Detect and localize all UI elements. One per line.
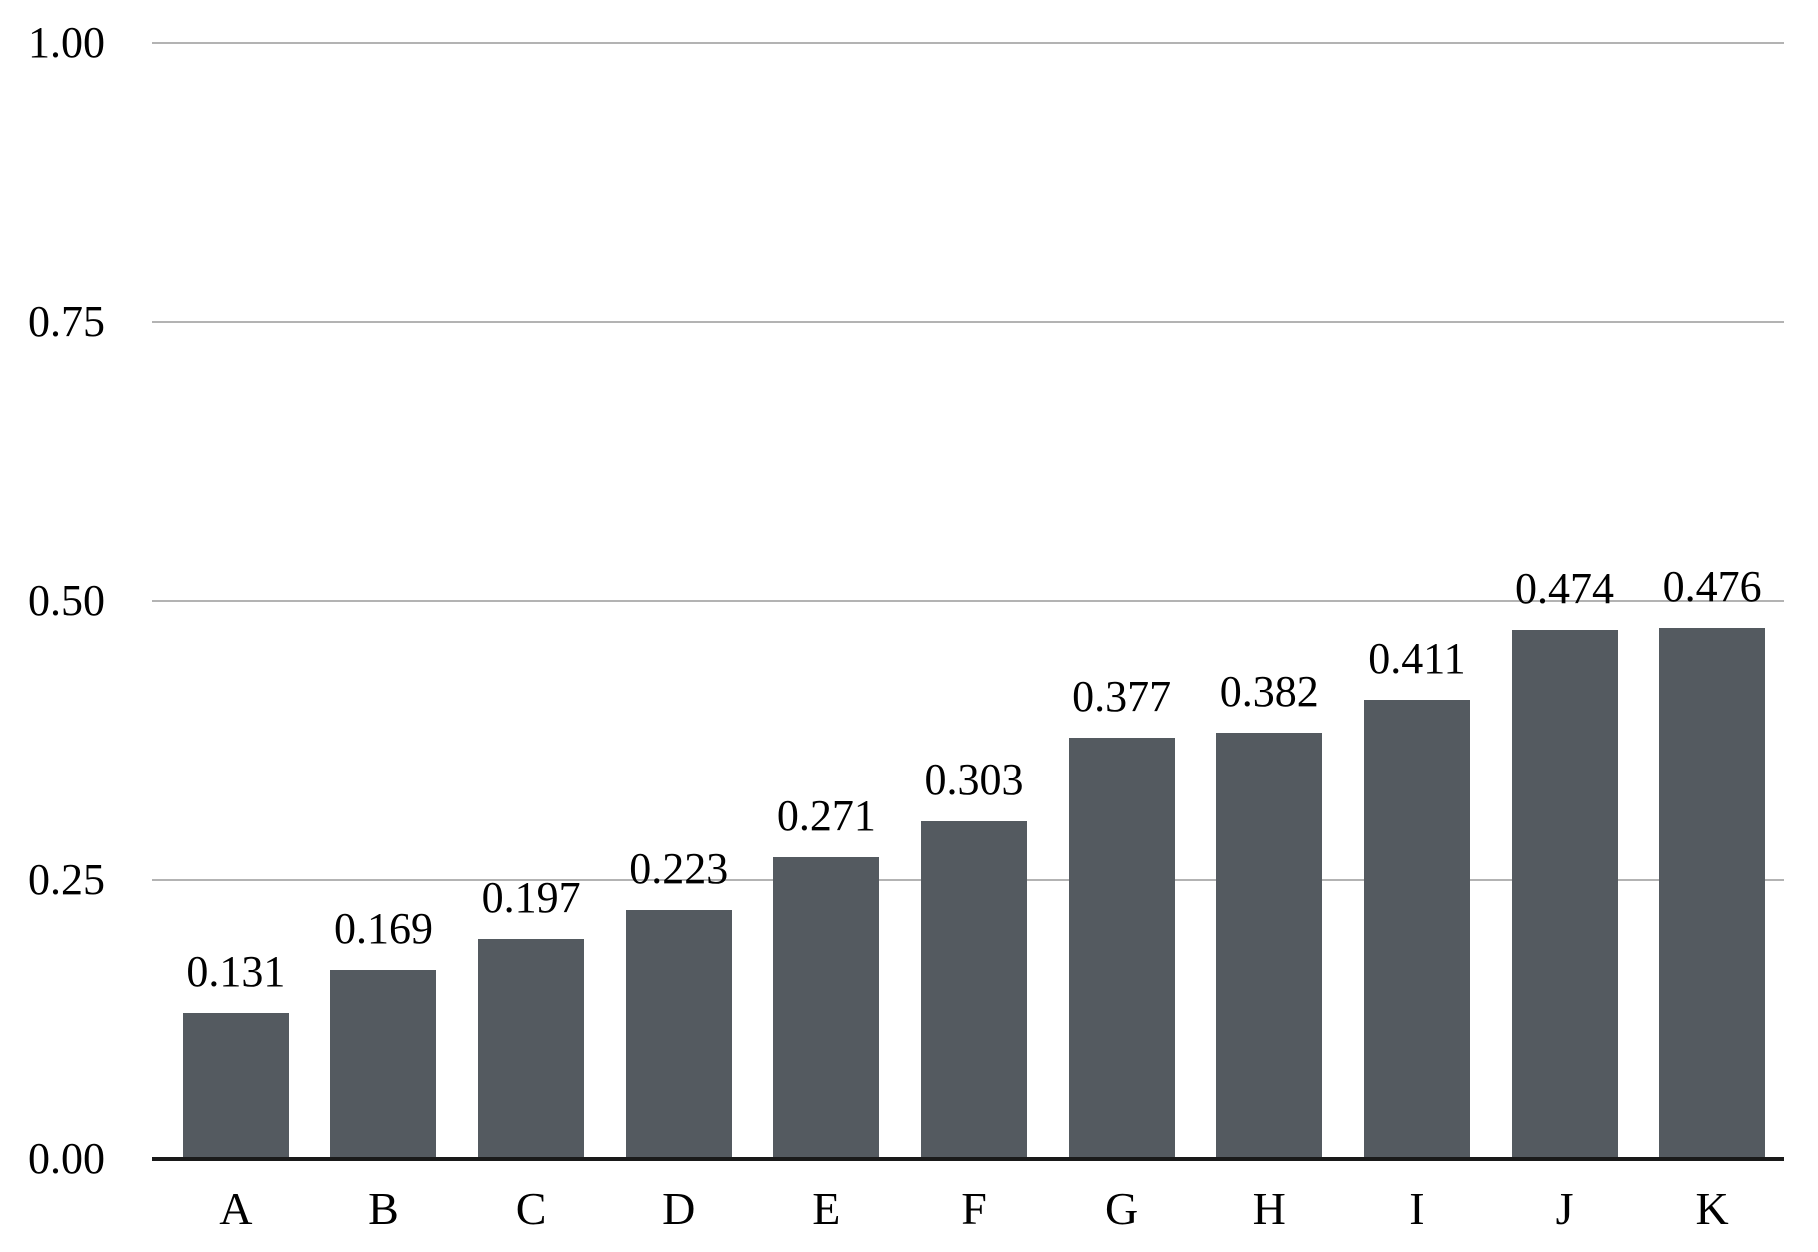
- bar: [330, 970, 437, 1159]
- x-tick-label: C: [515, 1183, 547, 1234]
- bar-value-label: 0.474: [1515, 564, 1615, 614]
- y-tick-label: 0.25: [28, 855, 105, 904]
- y-tick-label: 0.75: [28, 297, 105, 346]
- x-axis-line: [152, 1157, 1784, 1161]
- bar: [478, 939, 585, 1159]
- x-tick-label: G: [1105, 1183, 1139, 1234]
- bar-value-label: 0.382: [1219, 666, 1319, 716]
- x-tick-label: F: [961, 1183, 987, 1234]
- x-tick-label: J: [1555, 1183, 1574, 1234]
- gridline: [152, 321, 1784, 323]
- y-tick-label: 0.00: [28, 1134, 105, 1183]
- bar-value-label: 0.131: [186, 946, 286, 996]
- bar: [625, 910, 732, 1159]
- bar-value-label: 0.303: [924, 754, 1024, 804]
- x-tick-label: K: [1695, 1183, 1729, 1234]
- bar-value-label: 0.476: [1662, 561, 1762, 611]
- bar: [1363, 700, 1470, 1159]
- bar: [773, 856, 880, 1159]
- x-tick-label: A: [219, 1183, 253, 1234]
- x-tick-label: H: [1252, 1183, 1286, 1234]
- y-tick-label: 1.00: [28, 18, 105, 67]
- x-tick-label: I: [1409, 1183, 1425, 1234]
- x-tick-label: B: [368, 1183, 399, 1234]
- bar-value-label: 0.411: [1368, 634, 1466, 684]
- bar-value-label: 0.169: [333, 904, 433, 954]
- gridline: [152, 42, 1784, 44]
- bar: [182, 1012, 289, 1159]
- bar: [1068, 738, 1175, 1159]
- bar: [1659, 627, 1766, 1159]
- bar-value-label: 0.197: [481, 873, 581, 923]
- y-tick-label: 0.50: [28, 576, 105, 625]
- bar: [1216, 732, 1323, 1159]
- bar: [1511, 630, 1618, 1159]
- bar-value-label: 0.377: [1072, 672, 1172, 722]
- bar-value-label: 0.223: [629, 844, 729, 894]
- x-tick-label: D: [662, 1183, 696, 1234]
- bar: [921, 820, 1027, 1159]
- bar-value-label: 0.271: [776, 790, 876, 840]
- x-tick-label: E: [812, 1183, 841, 1234]
- gridline: [152, 600, 1784, 602]
